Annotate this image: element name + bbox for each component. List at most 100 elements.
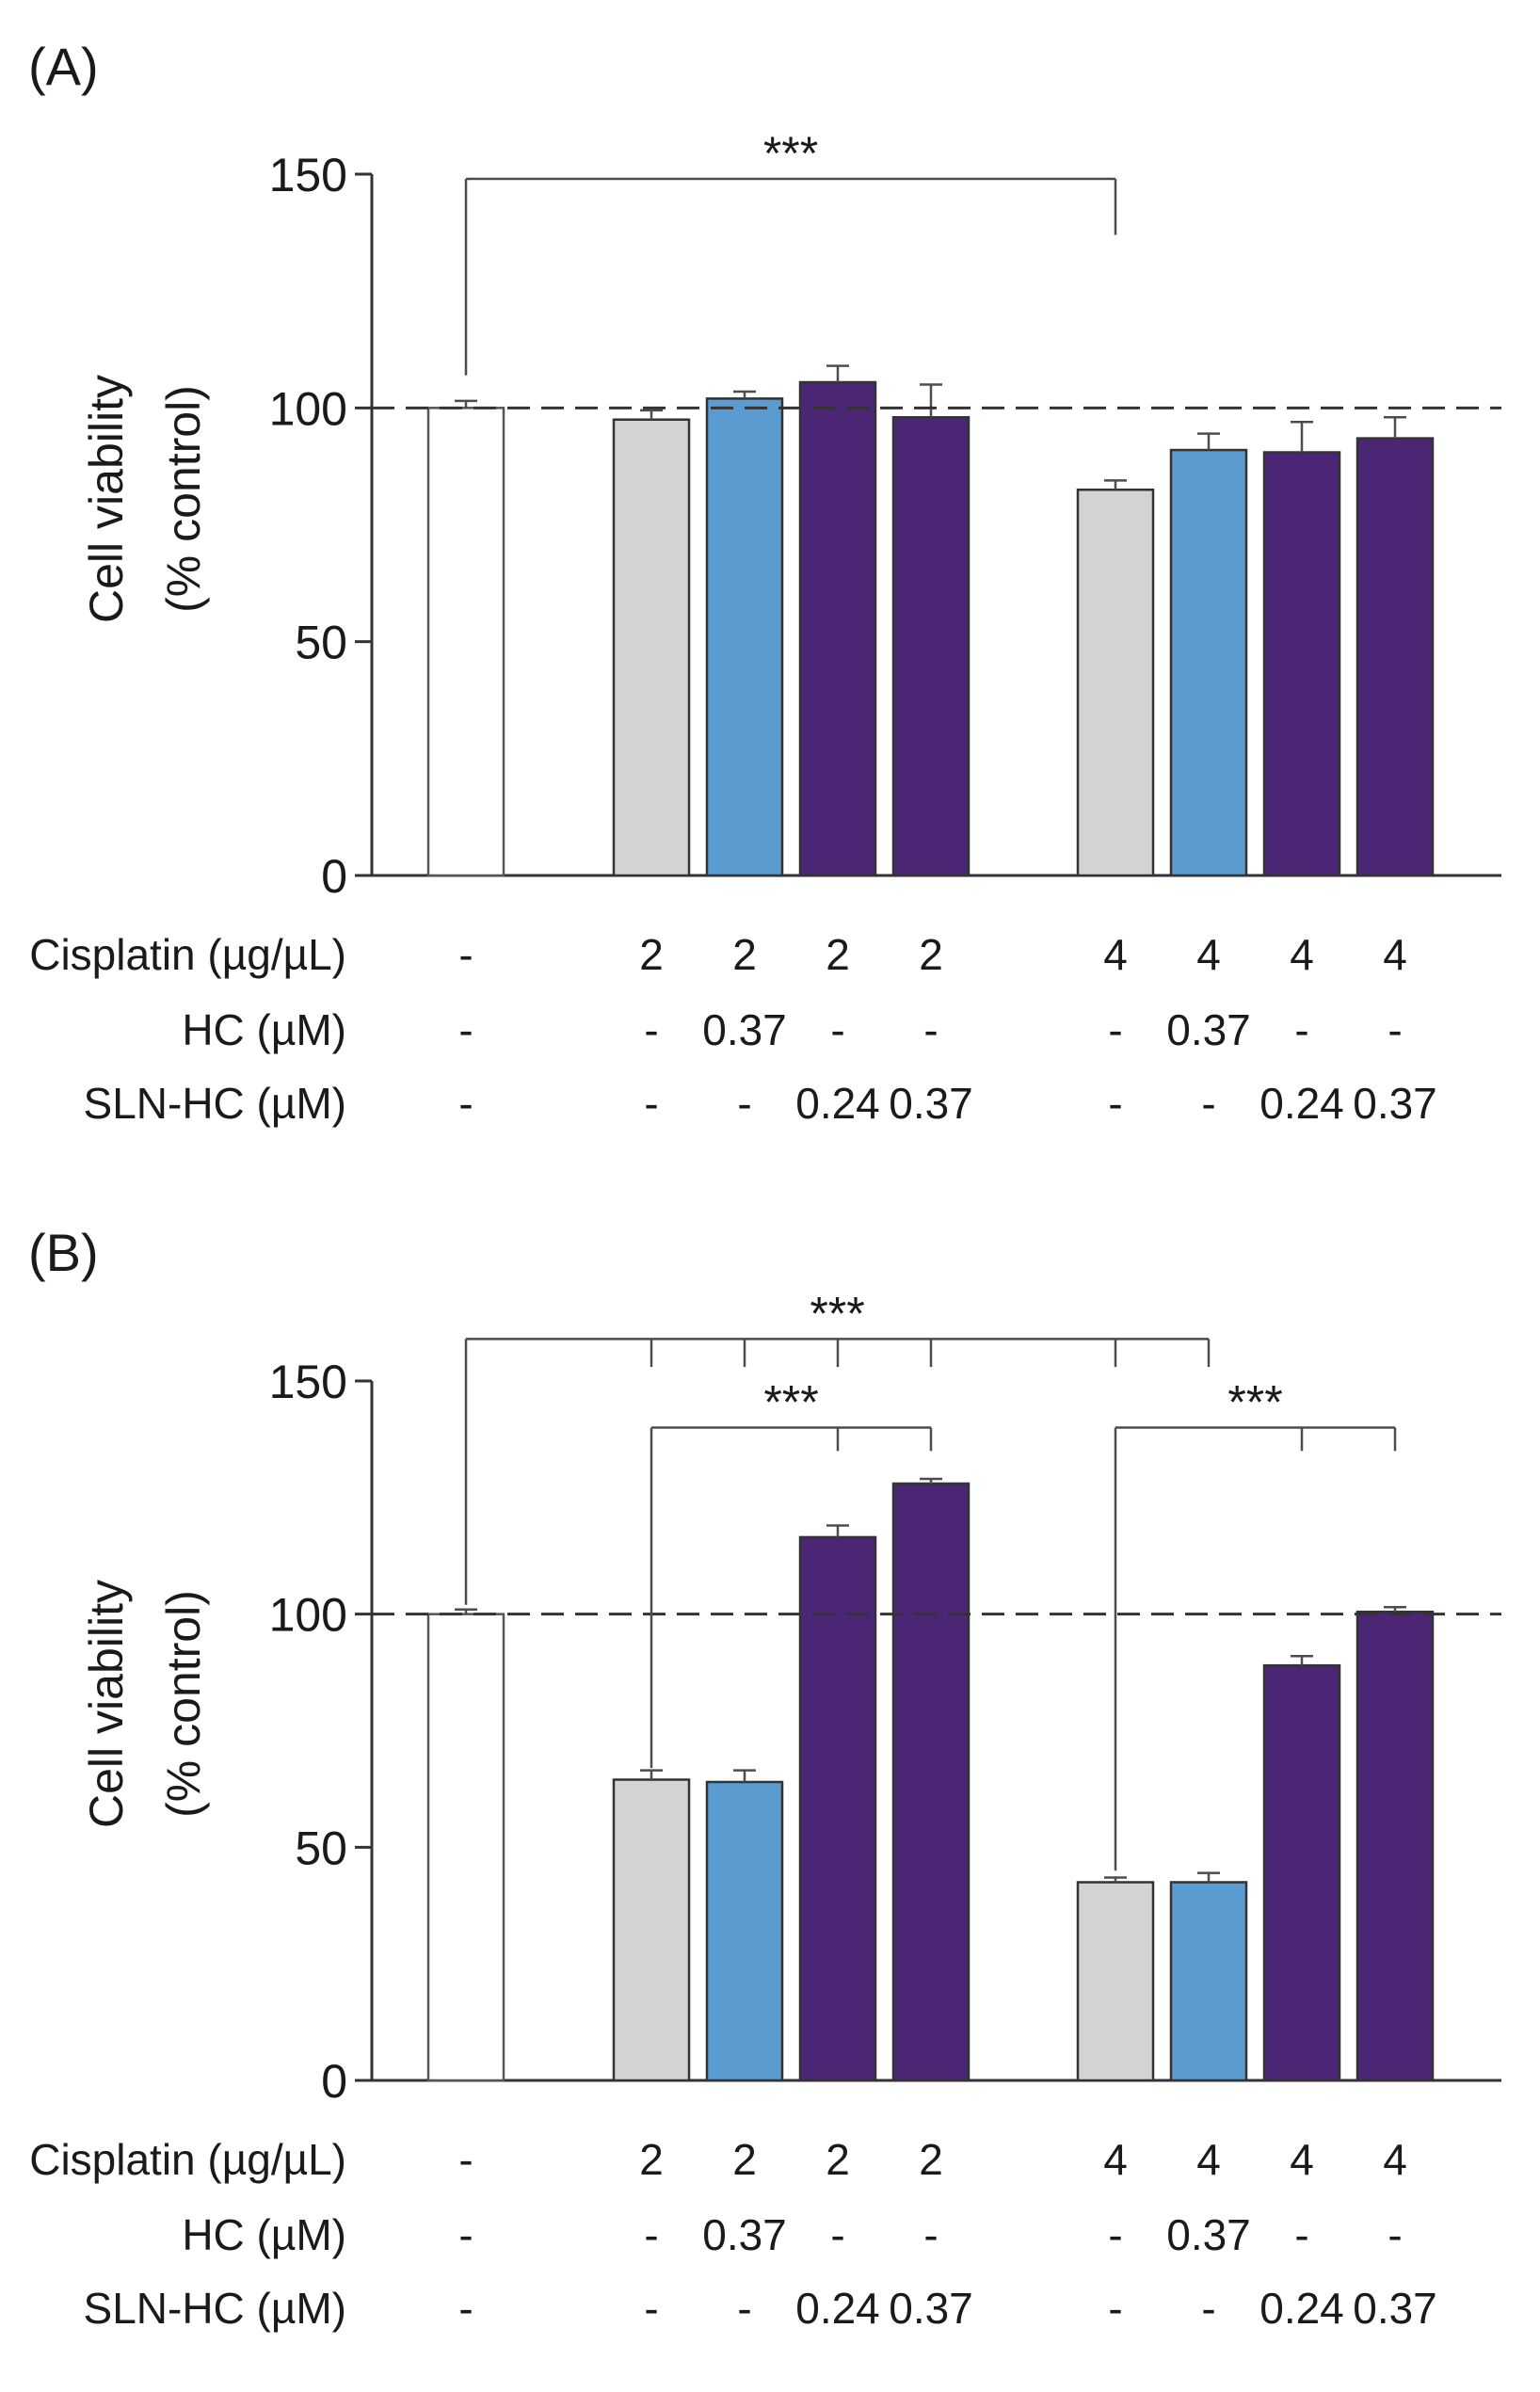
panel-a-bar	[798, 380, 877, 877]
panel-a-hc-value: -	[458, 1005, 473, 1054]
panel-b-sln-hc-value: -	[1201, 2284, 1215, 2333]
panel-b-cisplatin-value: 2	[826, 2135, 850, 2184]
panel-a-cisplatin-value: -	[458, 930, 473, 979]
panel-b-cisplatin-value: 2	[732, 2135, 757, 2184]
panel-b-hc-value: -	[830, 2210, 844, 2259]
panel-b-hc-value: -	[458, 2210, 473, 2259]
panel-a-ylabel-line2: (% control)	[157, 385, 210, 613]
panel-a-cisplatin-value: 4	[1383, 930, 1407, 979]
panel-a-bar	[612, 418, 691, 877]
panel-b-ylabel: Cell viability (% control)	[80, 1580, 210, 1828]
panel-a-label: (A)	[28, 37, 99, 96]
panel-b-hc-value: -	[644, 2210, 658, 2259]
panel-b-hc-value: -	[1294, 2210, 1308, 2259]
panel-b-cisplatin-value: 4	[1383, 2135, 1407, 2184]
panel-a-hc-value: 0.37	[1166, 1005, 1251, 1054]
panel-a-row-label-hc: HC (µM)	[182, 1005, 346, 1054]
panel-b-marks: 0 50 100 150 *** *** ***	[269, 1287, 1501, 2108]
panel-b-sig-label: ***	[810, 1287, 864, 1340]
panel-b-cisplatin-value: 4	[1196, 2135, 1221, 2184]
panel-a-cisplatin-value: 2	[639, 930, 664, 979]
panel-a-sln-hc-value: 0.24	[795, 1079, 880, 1128]
panel-a-hc-value: -	[644, 1005, 658, 1054]
panel-a-ylabel: Cell viability (% control)	[80, 375, 210, 623]
panel-a-hc-value: 0.37	[702, 1005, 787, 1054]
panel-a-bar	[1076, 489, 1155, 877]
panel-b-bar	[705, 1780, 784, 2082]
panel-b-bar	[1076, 1881, 1155, 2082]
panel-b-sln-hc-value: -	[1108, 2284, 1122, 2333]
panel-a-bar	[1169, 448, 1248, 877]
panel-b-bar	[1169, 1881, 1248, 2082]
panel-b-sln-hc-value: -	[458, 2284, 473, 2333]
panel-b-ylabel-line2: (% control)	[157, 1590, 210, 1818]
panel-b-hc-value: -	[1108, 2210, 1122, 2259]
panel-a-hc-value: -	[1388, 1005, 1402, 1054]
panel-a-cisplatin-value: 2	[919, 930, 943, 979]
panel-a-bar	[891, 416, 971, 877]
panel-a-sln-hc-value: -	[458, 1079, 473, 1128]
panel-a-marks: 0 50 100 150 ***	[269, 127, 1501, 903]
panel-a: (A) Cell viability (% control) 0 50 100 150…	[28, 37, 1501, 1128]
panel-b-row-label-sln-hc: SLN-HC (µM)	[84, 2284, 346, 2333]
panel-b-sln-hc-value: 0.37	[1353, 2284, 1437, 2333]
panel-b-cisplatin-value: 4	[1290, 2135, 1314, 2184]
panel-a-sln-hc-value: -	[737, 1079, 751, 1128]
panel-b-row-labels: Cisplatin (µg/µL) HC (µM) SLN-HC (µM) - -…	[29, 2135, 1437, 2333]
panel-b-label: (B)	[28, 1223, 99, 1282]
panel-b-sln-hc-value: -	[644, 2284, 658, 2333]
panel-a-bar	[1356, 437, 1435, 877]
panel-a-bar	[1262, 451, 1341, 877]
panel-b-sln-hc-value: 0.37	[889, 2284, 973, 2333]
panel-b-y-tick-label: 100	[269, 1589, 347, 1642]
panel-b-sig-label: ***	[1227, 1376, 1282, 1429]
panel-b-cisplatin-value: -	[458, 2135, 473, 2184]
panel-a-cisplatin-value: 4	[1290, 930, 1314, 979]
panel-a-y-tick-label: 100	[269, 382, 347, 435]
panel-b-y-tick-label: 0	[321, 2055, 347, 2108]
panel-a-sln-hc-value: 0.37	[1353, 1079, 1437, 1128]
panel-b-hc-value: -	[923, 2210, 938, 2259]
panel-b-bar	[612, 1778, 691, 2082]
panel-b-y-tick-label: 50	[295, 1822, 347, 1874]
panel-a-y-tick-label: 150	[269, 149, 347, 201]
panel-a-sig-label: ***	[763, 127, 818, 180]
panel-a-row-labels: Cisplatin (µg/µL) HC (µM) SLN-HC (µM) - -…	[29, 930, 1437, 1128]
panel-b-hc-value: 0.37	[1166, 2210, 1251, 2259]
panel-a-bar	[426, 407, 505, 877]
panel-a-sln-hc-value: 0.24	[1259, 1079, 1344, 1128]
panel-b-row-label-cisplatin: Cisplatin (µg/µL)	[29, 2135, 346, 2184]
panel-b-sln-hc-value: 0.24	[1259, 2284, 1344, 2333]
panel-a-bar	[705, 397, 784, 877]
panel-b-cisplatin-value: 2	[639, 2135, 664, 2184]
panel-b-sig-label: ***	[763, 1376, 818, 1429]
panel-b-cisplatin-value: 4	[1103, 2135, 1128, 2184]
panel-b: (B) Cell viability (% control) 0 50 100 150…	[28, 1223, 1501, 2333]
panel-a-cisplatin-value: 4	[1196, 930, 1221, 979]
panel-a-cisplatin-value: 2	[826, 930, 850, 979]
panel-a-hc-value: -	[923, 1005, 938, 1054]
panel-a-sln-hc-value: -	[1201, 1079, 1215, 1128]
panel-b-cisplatin-value: 2	[919, 2135, 943, 2184]
panel-b-hc-value: 0.37	[702, 2210, 787, 2259]
panel-a-hc-value: -	[830, 1005, 844, 1054]
panel-a-y-tick-label: 0	[321, 850, 347, 903]
panel-b-ylabel-line1: Cell viability	[80, 1580, 133, 1828]
panel-a-cisplatin-value: 2	[732, 930, 757, 979]
panel-a-y-tick-label: 50	[295, 617, 347, 669]
panel-a-hc-value: -	[1108, 1005, 1122, 1054]
panel-a-sln-hc-value: -	[644, 1079, 658, 1128]
panel-a-cisplatin-value: 4	[1103, 930, 1128, 979]
panel-b-hc-value: -	[1388, 2210, 1402, 2259]
panel-a-row-label-cisplatin: Cisplatin (µg/µL)	[29, 930, 346, 979]
panel-b-y-tick-label: 150	[269, 1356, 347, 1408]
panel-b-bar	[891, 1482, 971, 2082]
panel-b-sln-hc-value: -	[737, 2284, 751, 2333]
panel-a-sln-hc-value: 0.37	[889, 1079, 973, 1128]
panel-b-bar	[1356, 1610, 1435, 2082]
panel-a-row-label-sln-hc: SLN-HC (µM)	[84, 1079, 346, 1128]
panel-b-bar	[1262, 1663, 1341, 2082]
panel-b-sln-hc-value: 0.24	[795, 2284, 880, 2333]
panel-b-bar	[798, 1535, 877, 2082]
